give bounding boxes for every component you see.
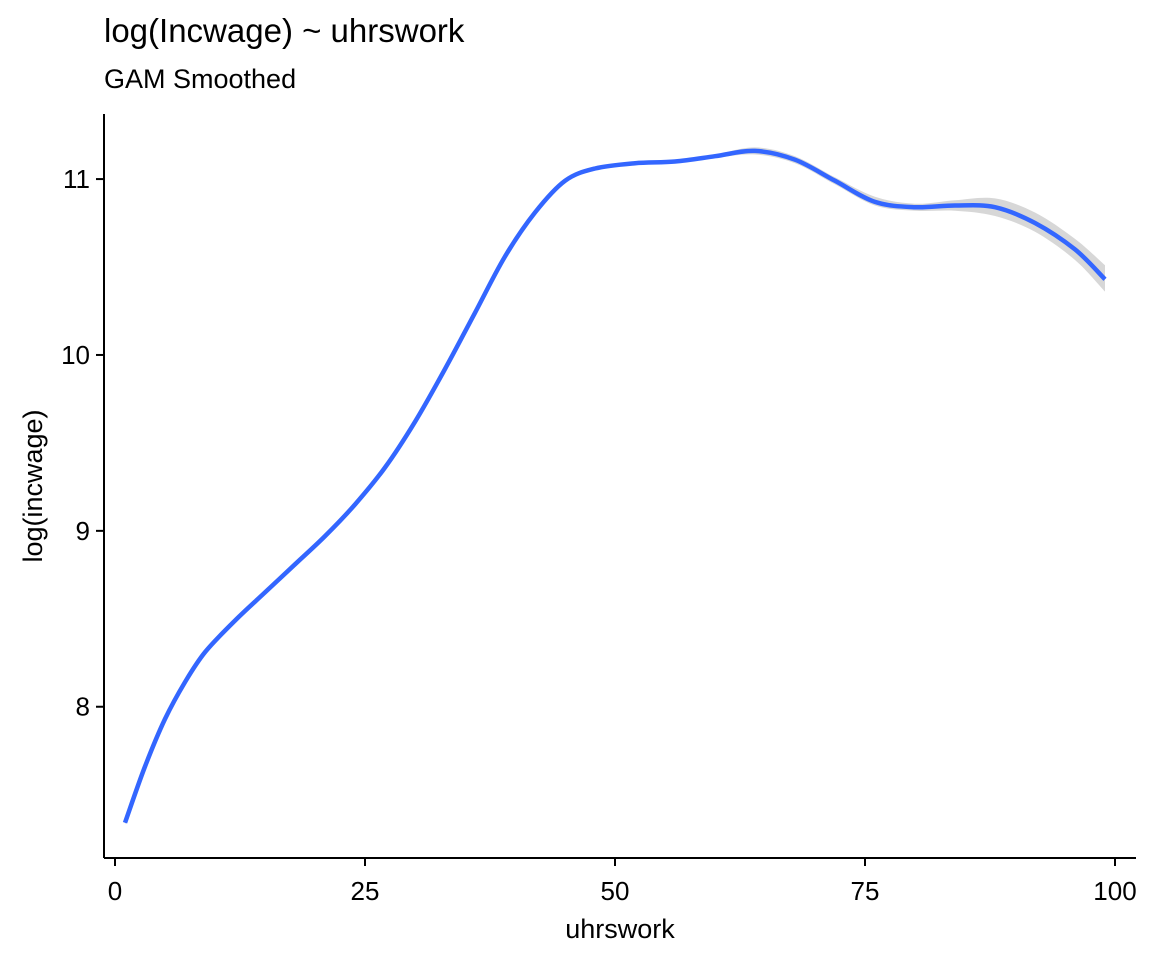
confidence-band-layer	[125, 147, 1105, 825]
x-axis-ticks: 0 25 50 75 100	[108, 858, 1137, 906]
chart-title: log(Incwage) ~ uhrswork	[104, 12, 465, 49]
smooth-line-layer	[122, 148, 1107, 824]
confidence-band	[125, 147, 1105, 825]
y-axis-ticks: 8 9 10 11	[61, 164, 104, 722]
chart-subtitle: GAM Smoothed	[104, 64, 297, 94]
x-tick-label: 25	[351, 876, 380, 906]
x-axis-title: uhrswork	[565, 914, 675, 944]
x-tick-label: 75	[851, 876, 880, 906]
y-tick-label: 9	[76, 516, 90, 546]
y-tick-label: 11	[63, 164, 90, 194]
x-tick-label: 0	[108, 876, 122, 906]
gam-smooth-line	[122, 148, 1107, 824]
y-tick-label: 10	[61, 340, 90, 370]
x-tick-label: 50	[601, 876, 630, 906]
y-tick-label: 8	[76, 692, 90, 722]
y-axis-title: log(incwage)	[18, 409, 48, 562]
x-tick-label: 100	[1093, 876, 1136, 906]
